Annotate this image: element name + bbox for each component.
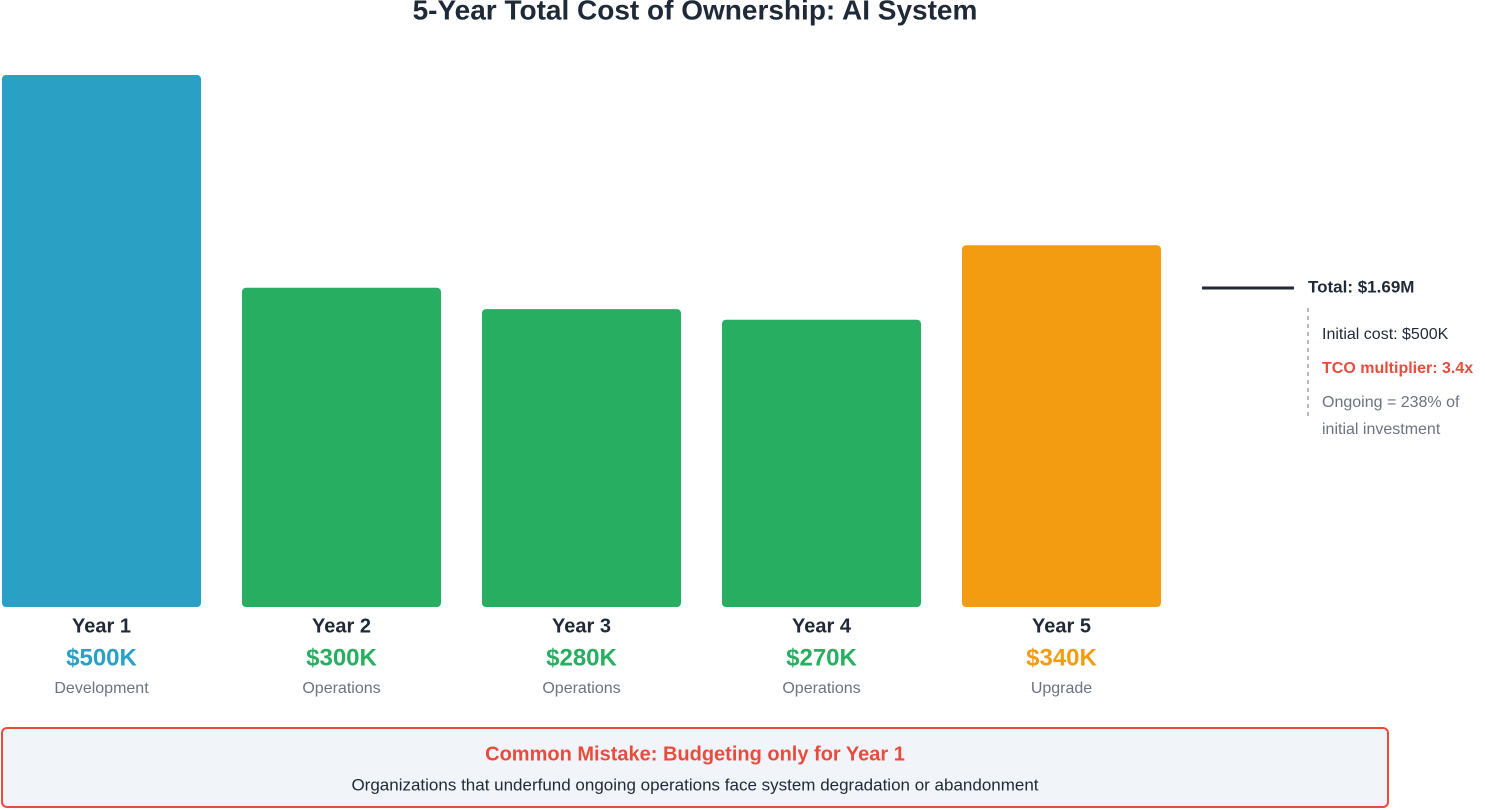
- callout-box: [1, 727, 1389, 808]
- total-label: Total: $1.69M: [1308, 277, 1414, 296]
- chart-title: 5-Year Total Cost of Ownership: AI Syste…: [413, 0, 978, 25]
- value-label: $500K: [66, 644, 137, 671]
- x-tick-label: Year 1: [72, 615, 131, 637]
- callout-text: Organizations that underfund ongoing ope…: [351, 775, 1038, 794]
- bar: [482, 309, 681, 607]
- x-tick-label: Year 5: [1032, 615, 1091, 637]
- description-label: Operations: [302, 680, 380, 697]
- ongoing-label: Ongoing = 238% of initial investment: [1322, 394, 1460, 438]
- value-label: $280K: [546, 644, 617, 671]
- callout-title: Common Mistake: Budgeting only for Year …: [485, 743, 905, 765]
- multiplier-label: TCO multiplier: 3.4x: [1322, 360, 1473, 377]
- value-label: $300K: [306, 644, 377, 671]
- x-tick-label: Year 3: [552, 615, 611, 637]
- value-label: $340K: [1026, 644, 1097, 671]
- value-label: $270K: [786, 644, 857, 671]
- bar: [722, 319, 921, 607]
- bar: [2, 75, 201, 607]
- bar: [242, 287, 441, 607]
- initial-label: Initial cost: $500K: [1322, 326, 1449, 343]
- bar: [962, 245, 1161, 608]
- x-tick-label: Year 4: [792, 615, 852, 637]
- description-label: Operations: [782, 680, 860, 697]
- description-label: Development: [54, 680, 149, 697]
- description-label: Operations: [542, 680, 620, 697]
- description-label: Upgrade: [1031, 680, 1092, 697]
- x-tick-label: Year 2: [312, 615, 371, 637]
